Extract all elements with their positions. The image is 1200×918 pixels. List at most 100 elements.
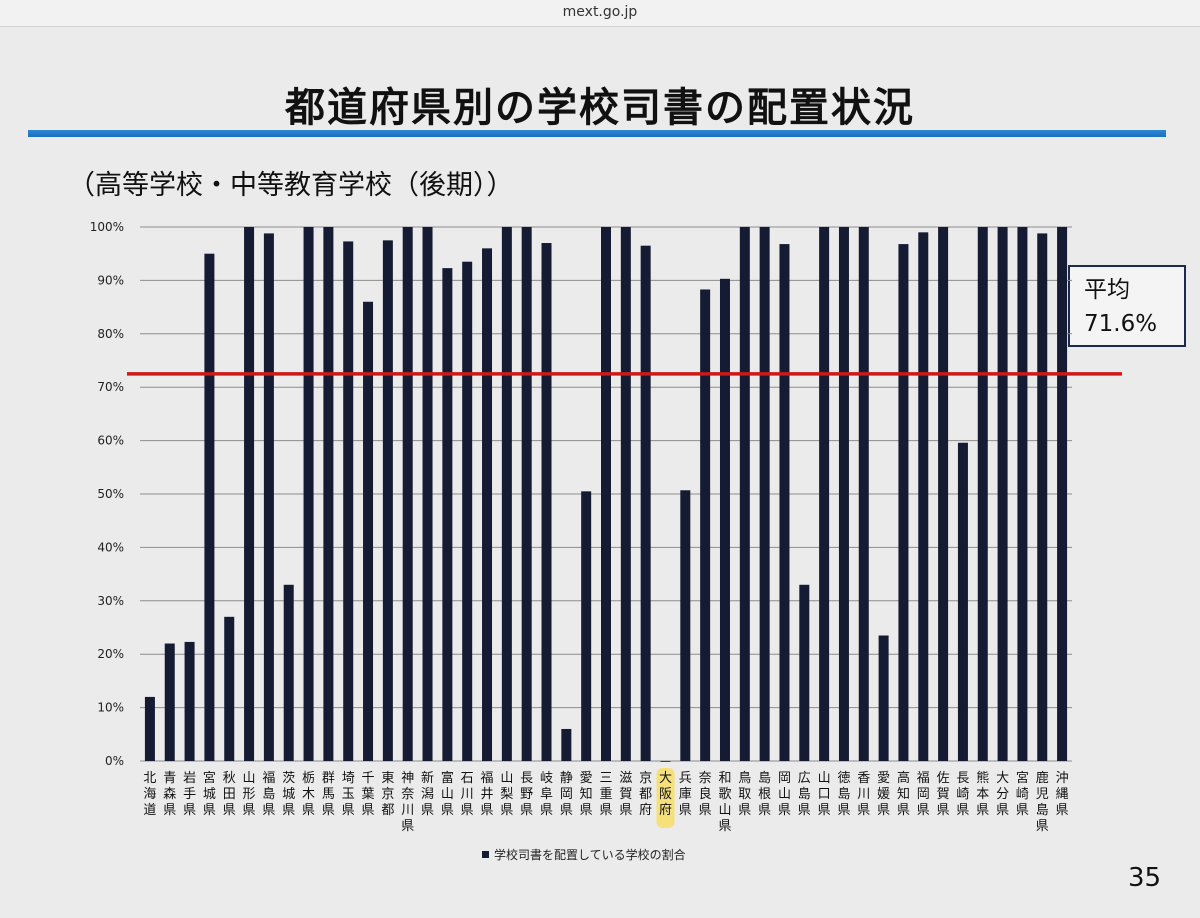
- bar: [739, 227, 750, 761]
- bar: [204, 253, 215, 761]
- legend-swatch: [482, 851, 489, 858]
- bar: [303, 227, 314, 761]
- bar: [482, 248, 493, 762]
- x-tick-label: 山梨県: [500, 771, 513, 818]
- x-tick-label: 東京都: [381, 770, 394, 818]
- bar: [799, 584, 810, 761]
- x-tick-label: 高知県: [897, 770, 910, 818]
- x-tick-label: 福岡県: [917, 771, 930, 818]
- bar: [244, 227, 255, 761]
- bar: [382, 240, 393, 762]
- x-tick-label: 宮崎県: [1016, 770, 1029, 818]
- bar: [283, 584, 294, 761]
- x-tick-label: 岩手県: [183, 771, 196, 818]
- y-tick-label: 0%: [105, 754, 124, 768]
- bar: [323, 227, 334, 761]
- x-tick-label: 福島県: [262, 771, 275, 818]
- x-tick-label: 群馬県: [322, 771, 335, 818]
- bar: [164, 643, 175, 761]
- bar: [719, 278, 730, 761]
- x-tick-label: 秋田県: [223, 771, 236, 818]
- x-tick-label: 山形県: [243, 771, 256, 818]
- x-tick-label: 島根県: [758, 771, 771, 818]
- bar: [144, 696, 155, 761]
- x-tick-label: 和歌山県: [718, 771, 731, 834]
- y-tick-label: 20%: [97, 647, 124, 661]
- bar: [997, 227, 1008, 761]
- bar: [957, 442, 968, 761]
- y-tick-label: 100%: [90, 220, 124, 234]
- bar: [1057, 227, 1068, 761]
- bar: [422, 227, 433, 761]
- page-number: 35: [1128, 863, 1162, 893]
- url-text: mext.go.jp: [562, 4, 638, 20]
- x-tick-label: 愛知県: [580, 771, 593, 818]
- average-callout: 平均 71.6%: [1068, 265, 1186, 347]
- bar: [224, 616, 235, 761]
- x-tick-label: 神奈川県: [401, 771, 414, 834]
- x-tick-label: 茨城県: [282, 771, 295, 818]
- title-underline: [28, 130, 1166, 137]
- browser-url-bar[interactable]: mext.go.jp: [0, 0, 1200, 27]
- bar: [343, 241, 354, 762]
- bar: [442, 268, 453, 761]
- x-tick-label: 静岡県: [560, 771, 573, 818]
- x-tick-label: 鳥取県: [738, 771, 751, 818]
- bar: [858, 227, 869, 761]
- x-tick-label: 熊本県: [976, 770, 989, 818]
- y-tick-label: 30%: [97, 594, 124, 608]
- bar: [759, 227, 770, 761]
- legend-label: 学校司書を配置している学校の割合: [494, 847, 686, 862]
- x-tick-label: 徳島県: [837, 771, 850, 818]
- x-tick-label: 沖縄県: [1056, 771, 1069, 818]
- x-tick-label: 三重県: [599, 771, 612, 818]
- bar: [184, 641, 195, 761]
- bar: [977, 227, 988, 761]
- bar: [838, 227, 849, 761]
- bar: [680, 490, 691, 761]
- x-tick-label: 兵庫県: [679, 771, 692, 818]
- bar: [918, 232, 929, 762]
- average-value: 71.6%: [1084, 311, 1158, 337]
- y-tick-label: 80%: [97, 327, 124, 341]
- y-tick-label: 60%: [97, 434, 124, 448]
- y-tick-label: 40%: [97, 540, 124, 554]
- x-tick-label: 宮城県: [203, 770, 216, 818]
- bar: [601, 227, 611, 761]
- bar: [501, 227, 512, 761]
- x-tick-label: 栃木県: [302, 771, 315, 818]
- bar: [700, 289, 711, 761]
- bar: [263, 233, 274, 761]
- bar: [521, 227, 532, 761]
- x-tick-label: 大阪府: [659, 771, 672, 818]
- bar: [878, 635, 889, 761]
- y-tick-label: 10%: [97, 701, 124, 715]
- bar: [898, 244, 909, 761]
- x-tick-label: 新潟県: [421, 770, 434, 818]
- x-tick-label: 岡山県: [778, 771, 791, 818]
- bar: [660, 761, 671, 762]
- bar: [779, 244, 790, 761]
- slide-subtitle: （高等学校・中等教育学校（後期））: [68, 170, 514, 201]
- y-tick-label: 90%: [97, 273, 124, 287]
- average-label: 平均: [1084, 277, 1130, 303]
- bar: [640, 245, 651, 761]
- x-tick-label: 大分県: [996, 771, 1009, 818]
- bar: [581, 491, 592, 761]
- bar: [363, 301, 374, 761]
- x-tick-label: 山口県: [818, 771, 831, 818]
- highlight-marker: [656, 768, 675, 828]
- x-tick-label: 埼玉県: [342, 771, 355, 818]
- x-tick-label: 奈良県: [699, 771, 712, 818]
- x-tick-label: 京都府: [639, 771, 652, 818]
- x-tick-label: 富山県: [441, 770, 454, 818]
- bar: [561, 728, 572, 761]
- x-tick-label: 長崎県: [956, 771, 969, 818]
- x-tick-label: 広島県: [798, 771, 811, 818]
- x-tick-label: 千葉県: [362, 771, 375, 818]
- x-tick-label: 岐阜県: [540, 771, 553, 818]
- x-tick-label: 鹿児島県: [1036, 770, 1049, 834]
- bar: [938, 227, 949, 761]
- bar: [402, 227, 413, 761]
